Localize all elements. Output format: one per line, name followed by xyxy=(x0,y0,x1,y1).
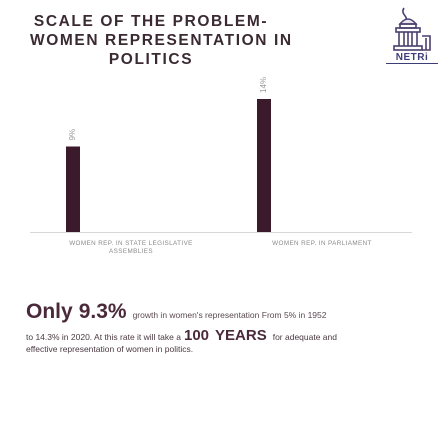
category-label-2-line-1: WOMEN REP. IN PARLIAMENT xyxy=(272,240,372,247)
title-line-3: POLITICS xyxy=(108,51,194,68)
years-word: YEARS xyxy=(215,327,267,344)
footer-line-3: effective representation of women in pol… xyxy=(26,344,194,354)
bars-layer: 9% WOMEN REP. IN STATE LEGISLATIVEASSEMBL… xyxy=(30,77,412,255)
footer-line-2-start: to 14.3% in 2020. At this rate it will t… xyxy=(26,332,181,342)
footer-line-2-end: for adequate and xyxy=(272,332,337,342)
parliament-logo-icon xyxy=(393,7,431,51)
growth-description: growth in women's representation From 5%… xyxy=(132,310,327,320)
only-text: Only xyxy=(26,300,73,323)
brand-logo-text: NETRi xyxy=(386,52,438,64)
title-line-2: WOMEN REPRESENTATION IN xyxy=(30,32,293,49)
footer-line-2: to 14.3% in 2020. At this rate it will t… xyxy=(26,327,337,344)
bar-2 xyxy=(257,99,271,232)
years-number: 100 xyxy=(183,327,210,344)
growth-percent: 9.3% xyxy=(78,300,127,323)
footer-line-1: Only 9.3% growth in women's representati… xyxy=(26,300,326,324)
title-line-1: SCALE OF THE PROBLEM- xyxy=(33,13,269,30)
category-label-1-line-1: WOMEN REP. IN STATE LEGISLATIVE xyxy=(69,240,193,247)
bar-1 xyxy=(66,146,80,232)
value-label-2: 14% xyxy=(259,77,268,93)
category-label-1-line-2: ASSEMBLIES xyxy=(109,248,153,255)
chart-title: SCALE OF THE PROBLEM- WOMEN REPRESENTATI… xyxy=(30,12,293,69)
value-label-1: 9% xyxy=(68,129,77,141)
